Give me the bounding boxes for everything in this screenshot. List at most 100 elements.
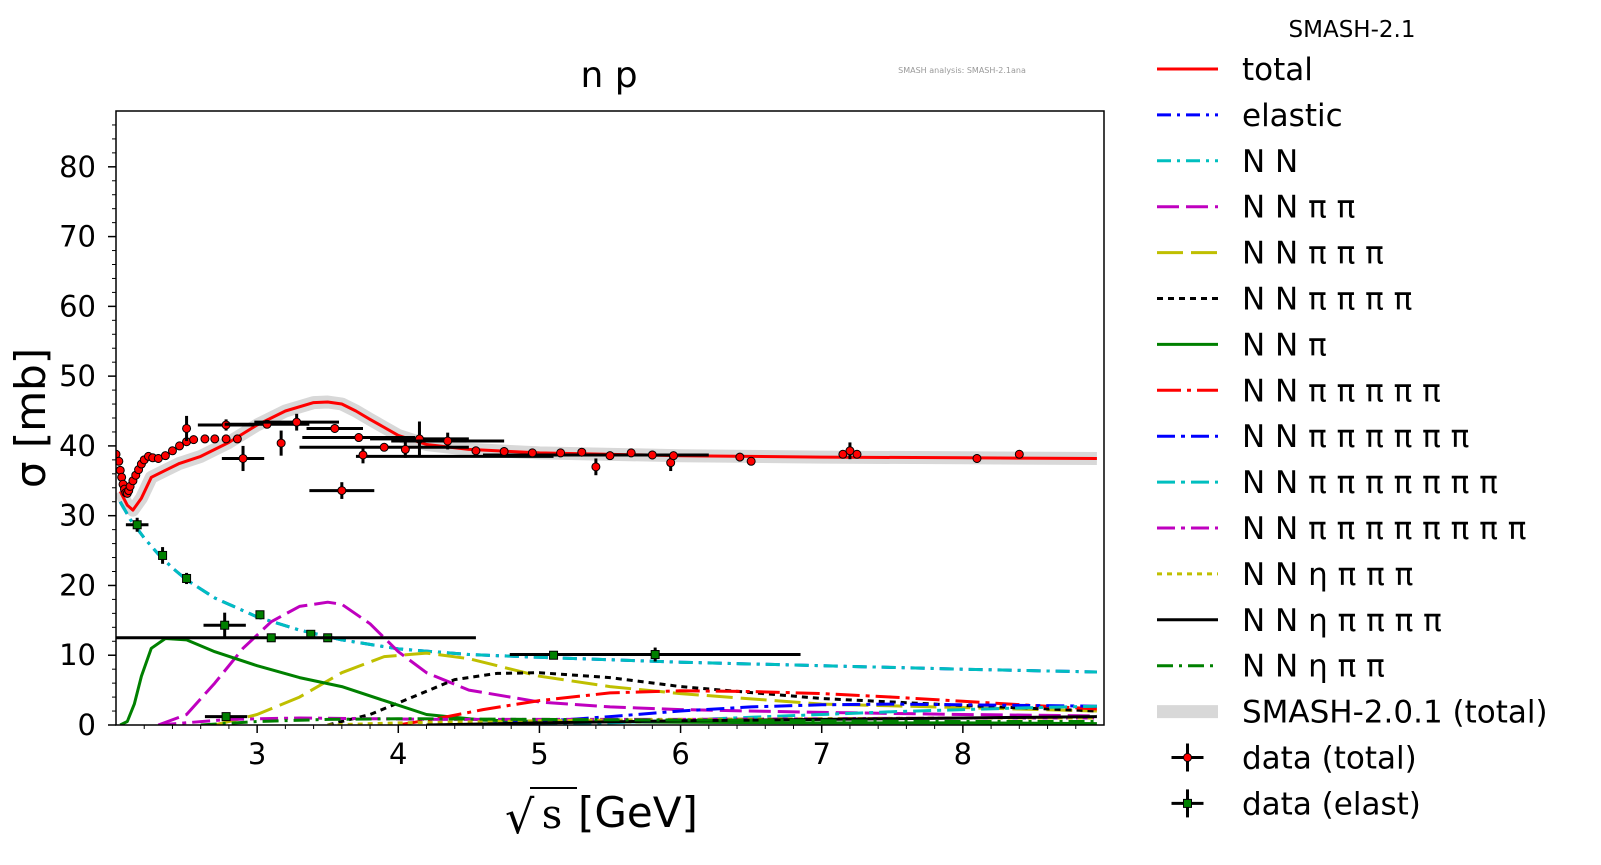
legend-label-total: total (1242, 52, 1313, 88)
total-data-point (276, 438, 286, 448)
legend-label-n-n: N N π π (1242, 190, 1355, 226)
total-data-point (182, 423, 192, 433)
x-tick-label: 3 (248, 737, 266, 771)
elast-data-point (549, 650, 559, 660)
series-line-n-n (327, 671, 1097, 725)
x-tick-label: 6 (671, 737, 689, 771)
legend-label-n-n: N N π π π π π (1242, 373, 1441, 409)
y-tick-label: 80 (59, 150, 96, 184)
elast-data-point (255, 610, 265, 620)
total-data-point (232, 434, 242, 444)
total-data-point (116, 449, 121, 459)
total-data-point (471, 446, 481, 456)
elast-data-point (221, 712, 231, 722)
total-data-point (1014, 449, 1024, 459)
total-data-point (605, 451, 615, 461)
total-data-point (527, 448, 537, 458)
y-tick-label: 30 (59, 499, 96, 533)
y-tick-label: 60 (59, 289, 96, 323)
series-line-n-n (398, 689, 1097, 725)
series-line-n-n (200, 717, 1097, 725)
x-tick-label: 7 (812, 737, 830, 771)
total-data-point (379, 442, 389, 452)
total-data-point (647, 450, 657, 460)
legend-label-n-n: N N π π π π π π (1242, 419, 1469, 455)
series-layer (116, 395, 1097, 725)
x-axis-unit: [GeV] (578, 788, 698, 837)
total-data-point (200, 434, 210, 444)
total-data-point (238, 453, 248, 463)
total-data-point (577, 447, 587, 457)
total-data-point (189, 435, 199, 445)
total-data-point (852, 449, 862, 459)
total-data-point (746, 456, 756, 466)
data-points-layer (116, 413, 1024, 722)
legend-label-n-n: N N η π π π π (1242, 603, 1442, 639)
watermark-text: SMASH analysis: SMASH-2.1ana (898, 66, 1026, 75)
total-data-point (499, 446, 509, 456)
total-data-point (354, 433, 364, 443)
legend-label-elastic: elastic (1242, 98, 1343, 134)
chart-title: n p (580, 55, 637, 96)
y-axis-title: σ [mb] (6, 348, 55, 488)
y-tick-label: 20 (59, 568, 96, 602)
x-tick-label: 8 (954, 737, 972, 771)
legend-label-n-n: N N π π π π π π π (1242, 465, 1498, 501)
elast-data-point (650, 650, 660, 660)
total-data-point (400, 444, 410, 454)
total-data-point (735, 452, 745, 462)
total-data-point (556, 448, 566, 458)
x-tick-label: 4 (389, 737, 407, 771)
total-data-point (845, 446, 855, 456)
total-data-point (838, 449, 848, 459)
elast-data-point (182, 573, 192, 583)
legend-label-n-n: N N η π π π (1242, 557, 1413, 593)
y-tick-label: 0 (78, 708, 96, 742)
total-data-point (337, 486, 347, 496)
total-data-point (972, 453, 982, 463)
elast-data-point (266, 633, 276, 643)
legend-marker-total (1183, 753, 1192, 762)
total-data-point (330, 423, 340, 433)
sqrt-symbol: √ (505, 790, 535, 844)
total-data-point (116, 456, 124, 466)
legend-marker-elast (1183, 798, 1192, 808)
sqrt-s-symbol: s (542, 792, 563, 838)
x-tick-label: 5 (530, 737, 548, 771)
total-data-point (167, 446, 177, 456)
total-data-point (221, 434, 231, 444)
total-data-point (626, 448, 636, 458)
legend-title: SMASH-2.1 (1289, 17, 1416, 43)
legend-label-data-elast: data (elast) (1242, 786, 1421, 822)
legend-label-data-total: data (total) (1242, 741, 1417, 777)
legend: total elastic N N N N π π N N π π π N N π π π… (1157, 52, 1548, 822)
legend-label-n-n: N N π π π π π π π π (1242, 511, 1526, 547)
legend-label-n-n: N N (1242, 144, 1298, 180)
y-tick-label: 10 (59, 638, 96, 672)
y-tick-label: 40 (59, 429, 96, 463)
series-line-n-n (214, 651, 1097, 725)
total-data-point (175, 441, 185, 451)
elast-data-point (132, 520, 142, 530)
y-tick-label: 70 (59, 220, 96, 254)
total-data-point (591, 462, 601, 472)
legend-label-n-n: N N η π π (1242, 649, 1385, 685)
total-data-point (160, 451, 170, 461)
total-data-point (358, 450, 368, 460)
total-data-point (443, 436, 453, 446)
total-data-point (210, 434, 220, 444)
legend-label-smash-2-0-1-total: SMASH-2.0.1 (total) (1242, 695, 1548, 731)
y-tick-label: 50 (59, 359, 96, 393)
legend-label-n-n: N N π π π (1242, 236, 1384, 272)
elast-data-point (220, 620, 230, 630)
total-data-point (669, 451, 679, 461)
total-data-point (292, 417, 302, 427)
elast-data-point (158, 550, 168, 560)
series-line-elastic (118, 500, 1097, 674)
legend-label-n-n: N N π π π π (1242, 282, 1412, 318)
legend-label-n-n: N N π (1242, 327, 1327, 363)
x-axis-title: √ s [GeV] (505, 787, 698, 844)
series-line-n-n (118, 500, 1097, 674)
